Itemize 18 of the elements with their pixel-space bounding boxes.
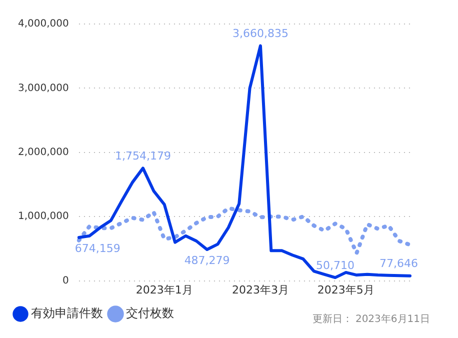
legend-label: 交付枚数 [126,306,174,320]
data-label: 487,279 [184,254,230,267]
y-tick-label: 3,000,000 [18,82,69,94]
line-series [76,206,412,256]
data-label: 674,159 [74,242,120,255]
data-label: 1,754,179 [114,150,171,163]
x-tick-label: 2023年5月 [317,283,374,296]
data-label: 3,660,835 [232,27,288,40]
data-label: 77,646 [380,257,418,270]
data-label: 50,710 [316,258,354,272]
y-tick-label: 1,000,000 [18,211,69,222]
legend-label: 有効申請件数 [31,306,103,320]
text: 更新日： 2023年6月11日 [312,312,430,326]
x-tick-label: 2023年3月 [232,283,289,296]
y-tick-label: 2,000,000 [18,146,69,158]
y-tick-label: 4,000,000 [18,18,69,30]
x-tick-label: 2023年1月 [136,283,193,296]
y-tick-label: 0 [62,275,69,286]
